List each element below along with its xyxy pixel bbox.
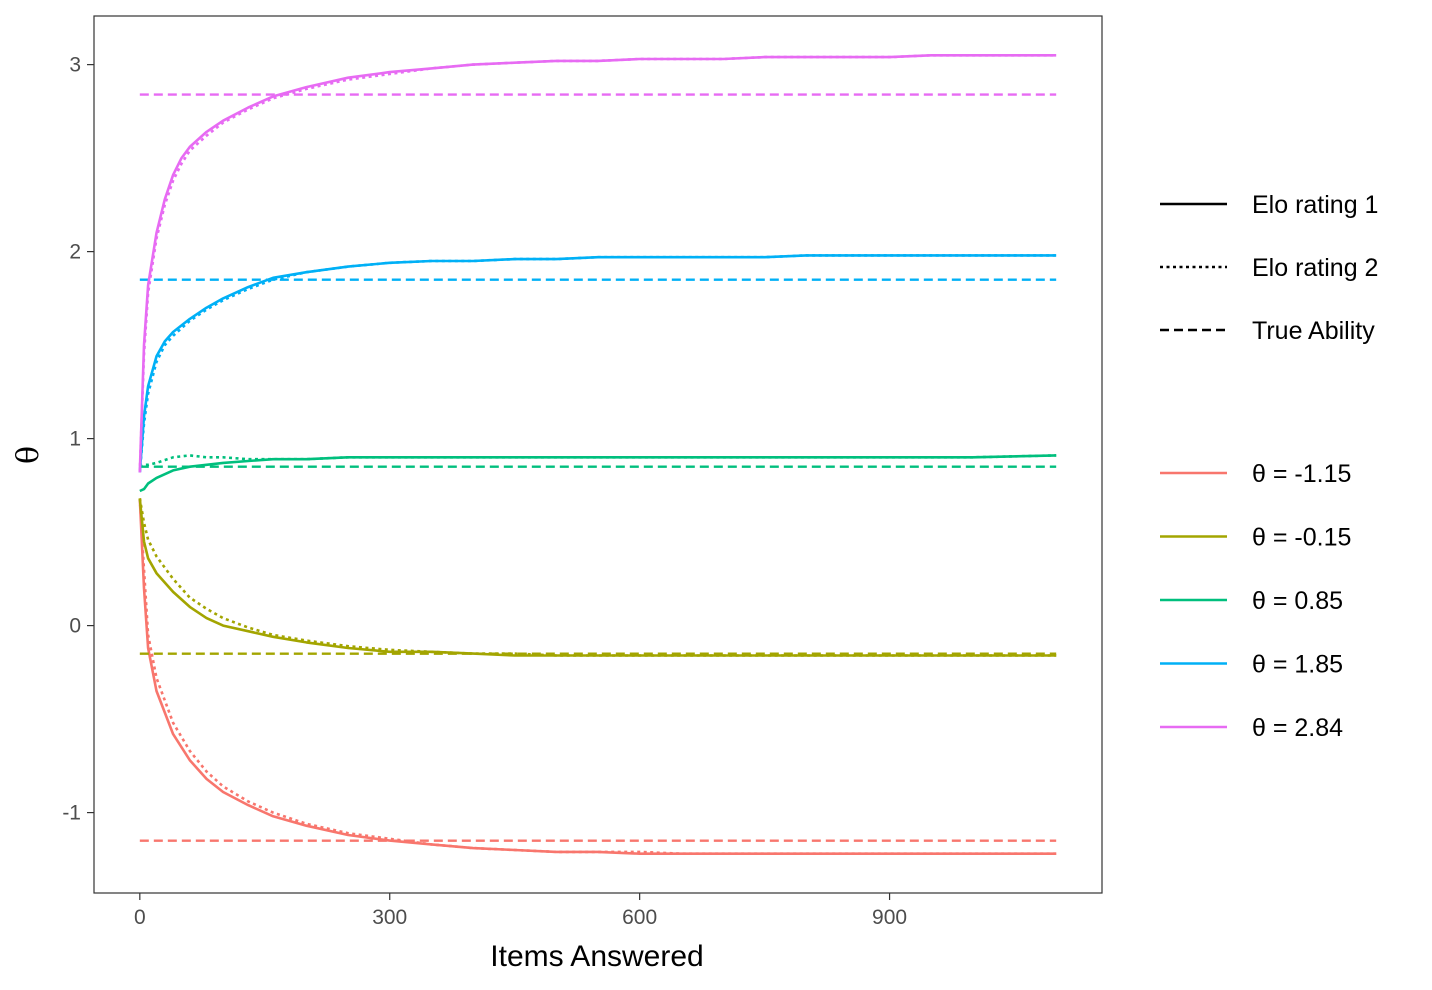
x-tick-label: 900 bbox=[872, 906, 907, 929]
series-layer bbox=[138, 53, 1057, 856]
elo-rating-1-line-group-1 bbox=[138, 498, 1057, 856]
legend-label: True Ability bbox=[1252, 317, 1375, 345]
y-axis-title: θ bbox=[11, 446, 46, 464]
y-tick-label: 3 bbox=[69, 54, 81, 77]
elo-rating-1-line-group-3 bbox=[139, 454, 1057, 493]
elo-rating-1-line-group-4 bbox=[138, 254, 1057, 473]
legend-label: θ = -0.15 bbox=[1252, 524, 1351, 552]
elo-rating-2-line-group-5 bbox=[138, 53, 1057, 473]
axis-layer: 0 300 600 900 -1 0 1 2 3 bbox=[62, 54, 907, 929]
plot-panel-border bbox=[93, 15, 1103, 894]
elo-rating-1-line-group-5 bbox=[138, 53, 1057, 473]
y-tick-label: 1 bbox=[69, 428, 81, 451]
legend-linetype: Elo rating 1 Elo rating 2 True Ability bbox=[1160, 191, 1378, 345]
y-tick-label: -1 bbox=[62, 802, 81, 825]
elo-rating-2-line-group-2 bbox=[138, 498, 1057, 657]
x-tick-label: 300 bbox=[372, 906, 407, 929]
elo-rating-1-line-group-2 bbox=[138, 498, 1057, 657]
elo-rating-2-line-group-4 bbox=[138, 254, 1057, 473]
legend-label: θ = 1.85 bbox=[1252, 651, 1343, 679]
legend-label: Elo rating 2 bbox=[1252, 254, 1378, 282]
x-tick-label: 600 bbox=[622, 906, 657, 929]
legend-label: θ = 0.85 bbox=[1252, 587, 1343, 615]
y-tick-label: 0 bbox=[69, 615, 81, 638]
legend-color: θ = -1.15 θ = -0.15 θ = 0.85 θ = 1.85 θ = 2.… bbox=[1160, 460, 1351, 742]
legend-label: θ = 2.84 bbox=[1252, 714, 1343, 742]
y-tick-label: 2 bbox=[69, 241, 81, 264]
x-axis-title: Items Answered bbox=[490, 940, 703, 973]
x-tick-label: 0 bbox=[134, 906, 146, 929]
elo-rating-2-line-group-1 bbox=[138, 498, 1057, 856]
legend-label: θ = -1.15 bbox=[1252, 460, 1351, 488]
legend-label: Elo rating 1 bbox=[1252, 191, 1378, 219]
